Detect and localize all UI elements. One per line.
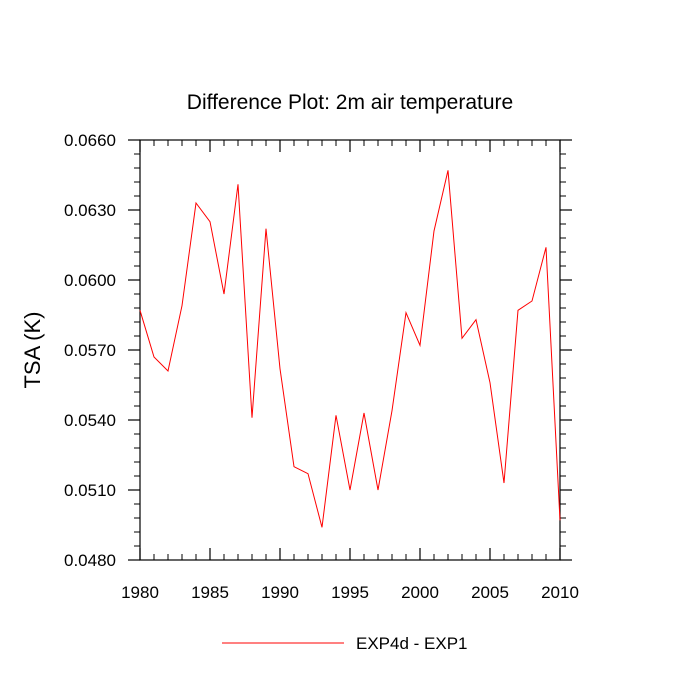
x-tick-label: 1985	[191, 583, 229, 602]
legend-label: EXP4d - EXP1	[356, 634, 468, 653]
plot-frame	[139, 139, 561, 561]
axis-ticks	[128, 139, 572, 561]
x-tick-label: 1990	[261, 583, 299, 602]
x-tick-label: 2005	[471, 583, 509, 602]
y-tick-label: 0.0540	[64, 411, 116, 430]
series-line-0	[139, 170, 561, 528]
y-tick-label: 0.0510	[64, 481, 116, 500]
x-tick-label: 1995	[331, 583, 369, 602]
series-layer	[139, 170, 561, 528]
legend: EXP4d - EXP1	[222, 634, 468, 653]
y-axis-label: TSA (K)	[20, 311, 45, 388]
y-tick-label: 0.0600	[64, 271, 116, 290]
x-tick-label: 2000	[401, 583, 439, 602]
x-tick-label: 1980	[121, 583, 159, 602]
x-tick-label: 2010	[541, 583, 579, 602]
chart-title: Difference Plot: 2m air temperature	[187, 91, 513, 114]
y-tick-label: 0.0570	[64, 341, 116, 360]
tick-labels: 1980 1985 1990 1995 2000 2005 2010 0.0480 0.0510…	[64, 131, 579, 602]
y-tick-label: 0.0480	[64, 551, 116, 570]
y-tick-label: 0.0630	[64, 201, 116, 220]
y-tick-label: 0.0660	[64, 131, 116, 150]
